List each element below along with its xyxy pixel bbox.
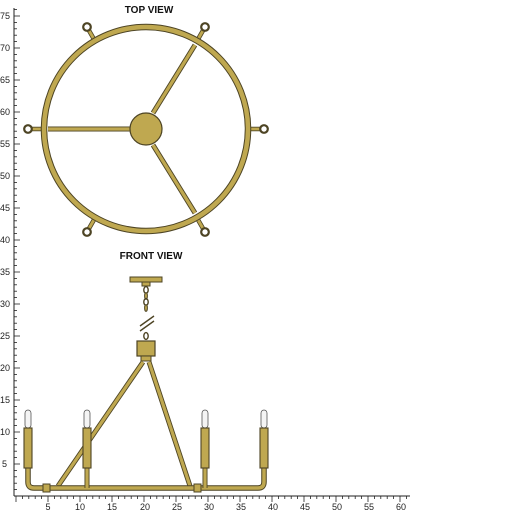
v-label-70: 70 [0, 43, 10, 53]
h-label-5: 5 [45, 502, 50, 512]
v-label-65: 65 [0, 75, 10, 85]
v-label-55: 55 [0, 139, 10, 149]
candle-0 [23, 409, 33, 469]
candle-2 [200, 409, 210, 488]
v-label-10: 10 [0, 427, 10, 437]
top-view-hub [129, 112, 163, 146]
top-view-spokes [48, 43, 198, 215]
h-label-55: 55 [364, 502, 374, 512]
top-view-drawing [23, 22, 269, 237]
h-label-50: 50 [332, 502, 342, 512]
v-label-15: 15 [0, 395, 10, 405]
h-label-25: 25 [172, 502, 182, 512]
bottom-ring-bar [26, 468, 266, 490]
h-label-40: 40 [268, 502, 278, 512]
h-label-15: 15 [107, 502, 117, 512]
v-label-50: 50 [0, 171, 10, 181]
candle-1 [82, 409, 92, 488]
h-label-60: 60 [396, 502, 406, 512]
vertical-ruler-top-labels: 75 70 65 60 55 50 45 40 [0, 11, 10, 245]
v-label-25: 25 [0, 331, 10, 341]
v-label-75: 75 [0, 11, 10, 21]
candle-3 [259, 409, 269, 469]
top-view-title: TOP VIEW [125, 5, 174, 16]
h-label-35: 35 [236, 502, 246, 512]
v-label-60: 60 [0, 107, 10, 117]
horizontal-ruler: 5 10 15 20 25 30 35 40 45 50 55 60 [14, 495, 410, 512]
h-label-30: 30 [204, 502, 214, 512]
chain [139, 285, 155, 341]
canopy [129, 276, 163, 283]
front-view-drawing [23, 276, 269, 493]
v-label-20: 20 [0, 363, 10, 373]
h-label-10: 10 [75, 502, 85, 512]
h-label-20: 20 [140, 502, 150, 512]
horizontal-ruler-labels: 5 10 15 20 25 30 35 40 45 50 55 60 [45, 502, 406, 512]
front-hub [136, 340, 156, 357]
vertical-ruler: 75 70 65 60 55 50 45 40 35 30 25 20 15 1… [0, 8, 20, 497]
v-label-45: 45 [0, 203, 10, 213]
v-label-5: 5 [2, 459, 7, 469]
h-label-45: 45 [300, 502, 310, 512]
front-arms [55, 360, 193, 488]
front-view-title: FRONT VIEW [120, 251, 183, 262]
vertical-ruler-bottom-labels: 35 30 25 20 15 10 5 [0, 267, 10, 469]
v-label-35: 35 [0, 267, 10, 277]
v-label-40: 40 [0, 235, 10, 245]
v-label-30: 30 [0, 299, 10, 309]
